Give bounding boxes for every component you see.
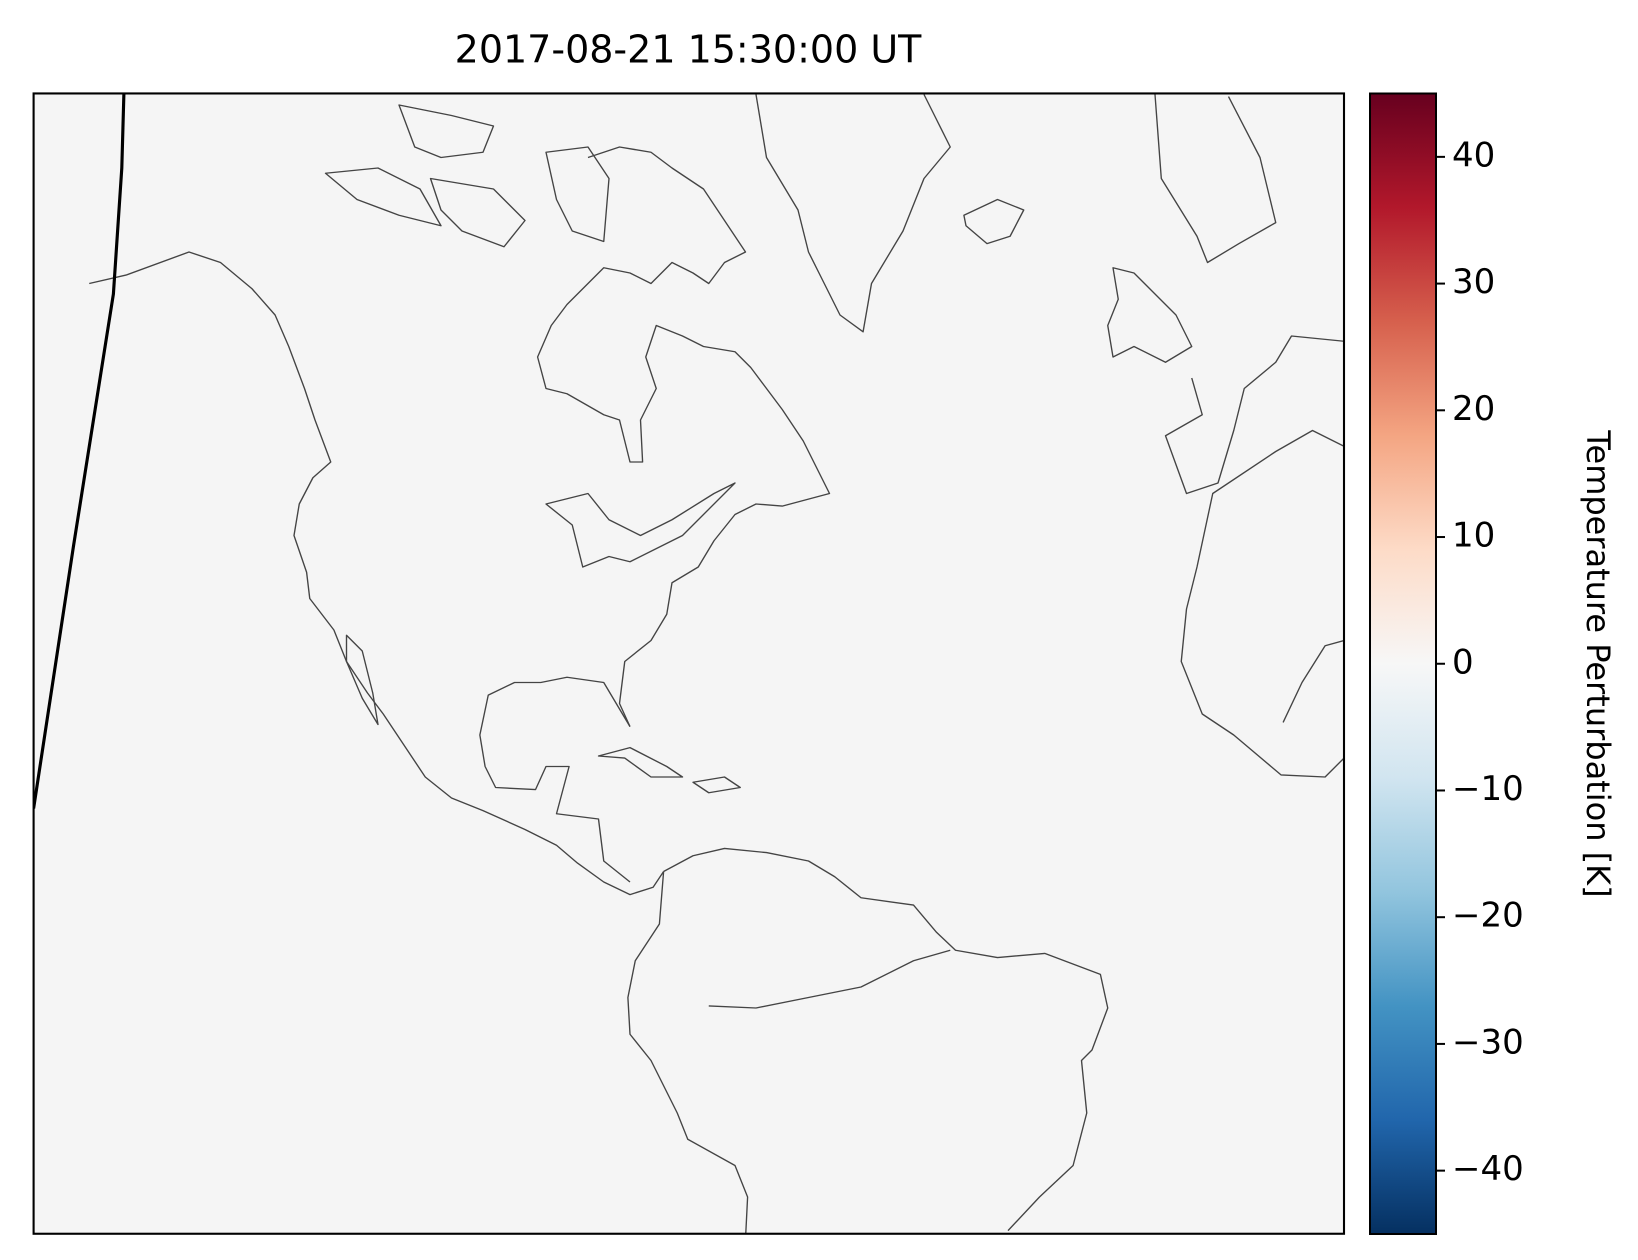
coastline — [692, 776, 741, 794]
tick-label: 10 — [1452, 516, 1495, 556]
tick-label: −40 — [1452, 1149, 1524, 1189]
map-frame — [32, 92, 1346, 1235]
tick-label: 20 — [1452, 389, 1495, 429]
tick-label: 30 — [1452, 262, 1495, 302]
coastline — [545, 482, 736, 568]
coastline — [545, 146, 610, 243]
tick-label: 0 — [1452, 642, 1474, 682]
colorbar-label: Temperature Perturbation [K] — [1579, 429, 1617, 897]
coastline — [324, 167, 442, 227]
coastline — [755, 94, 951, 333]
colorbar: −40 −30 −20 −10 0 10 20 30 40 — [1369, 92, 1524, 1235]
coastline — [1282, 639, 1344, 723]
title: 2017-08-21 15:30:00 UT — [455, 28, 922, 72]
coastline — [963, 198, 1025, 245]
coastline — [345, 634, 379, 726]
tick-label: 40 — [1452, 135, 1495, 175]
coastline — [1180, 429, 1344, 778]
tick-label: −30 — [1452, 1022, 1524, 1062]
coastline — [663, 847, 1109, 1232]
coastline — [536, 146, 831, 727]
map — [32, 92, 1346, 1235]
coastline — [627, 871, 749, 1234]
coastline — [89, 251, 665, 896]
map-background — [33, 93, 1345, 1234]
tick-label: −10 — [1452, 769, 1524, 809]
colorbar-fill — [1369, 92, 1437, 1235]
tick-label: −20 — [1452, 896, 1524, 936]
coastline — [398, 104, 495, 159]
coastlines — [89, 94, 1344, 1234]
coastline — [1107, 267, 1193, 363]
coastline — [708, 949, 951, 1009]
coastline — [429, 177, 526, 248]
coastline — [597, 746, 684, 778]
coastline — [1154, 94, 1277, 264]
coastline — [479, 676, 631, 883]
coastline — [1164, 335, 1344, 495]
terminator-line — [33, 93, 126, 809]
